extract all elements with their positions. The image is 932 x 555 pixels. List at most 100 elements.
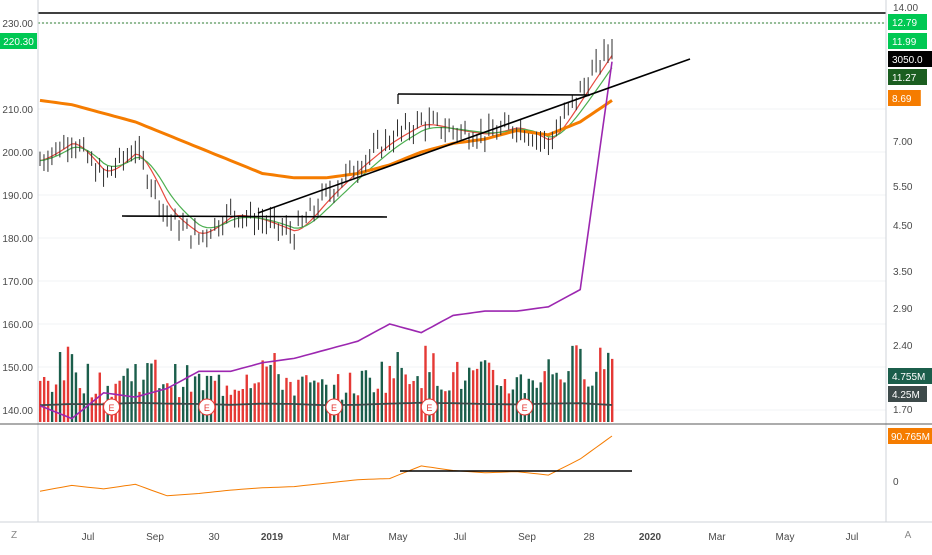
right-value-badge	[888, 51, 932, 67]
volume-bar	[519, 374, 523, 422]
right-axis-label: 5.50	[893, 182, 913, 193]
obv-value-badge-label: 90.765M	[891, 432, 930, 443]
volume-bar	[583, 379, 586, 422]
volume-bar	[468, 367, 471, 422]
volume-bar	[515, 377, 519, 422]
volume-bar	[436, 385, 439, 422]
volume-bar	[265, 366, 268, 422]
earnings-marker-label: E	[109, 403, 115, 413]
volume-bar	[507, 393, 511, 422]
auto-scale-button[interactable]: A	[905, 530, 912, 541]
right-axis-label: 2.40	[893, 341, 913, 352]
right-value-badge	[888, 386, 927, 402]
volume-bar	[209, 375, 213, 422]
volume-bar	[54, 384, 58, 422]
volume-bar	[273, 353, 276, 422]
volume-bar	[364, 370, 368, 422]
time-axis-label: 28	[583, 532, 595, 543]
volume-bar	[503, 379, 507, 422]
volume-bar	[170, 387, 173, 422]
volume-bar	[321, 379, 324, 422]
volume-bar	[297, 379, 300, 422]
right-axis-label: 2.90	[893, 304, 913, 315]
volume-bar	[261, 360, 264, 422]
right-axis-label: 4.50	[893, 221, 913, 232]
volume-bar	[603, 369, 606, 422]
volume-bar	[543, 371, 546, 422]
right-axis-label: 1.70	[893, 405, 913, 416]
earnings-marker[interactable]	[325, 398, 343, 416]
earnings-marker[interactable]	[103, 398, 121, 416]
volume-bar	[356, 395, 360, 422]
volume-bar	[138, 391, 141, 422]
volume-bar	[245, 374, 248, 422]
volume-bar	[404, 374, 407, 422]
volume-bar	[50, 391, 54, 422]
volume-bar	[102, 402, 105, 422]
volume-bar	[563, 382, 566, 422]
right-axis-label: 3.50	[893, 267, 913, 278]
volume-bar	[146, 363, 149, 422]
volume-bar	[62, 380, 66, 422]
right-axis-label: 7.00	[893, 137, 913, 148]
volume-bar	[607, 352, 610, 422]
time-axis-label: Jul	[454, 532, 467, 543]
volume-bar	[428, 372, 431, 422]
current-price-label: 220.30	[3, 37, 34, 48]
volume-bar	[440, 389, 443, 422]
volume-bar	[225, 385, 229, 422]
volume-bar	[166, 383, 169, 422]
volume-bar	[213, 380, 217, 422]
volume-bar	[555, 372, 558, 422]
volume-bar	[487, 362, 491, 422]
time-axis-label: Sep	[146, 532, 164, 543]
volume-bar	[217, 374, 221, 422]
volume-bar	[46, 380, 50, 422]
volume-bar	[317, 382, 320, 422]
volume-bar	[483, 360, 487, 422]
volume-bar	[158, 388, 161, 422]
volume-bar	[193, 376, 197, 422]
volume-bar	[98, 372, 101, 422]
volume-bar	[313, 380, 316, 422]
right-value-badge	[888, 90, 921, 106]
earnings-marker[interactable]	[420, 398, 438, 416]
support-line	[121, 215, 388, 218]
volume-bar	[611, 358, 614, 422]
volume-bar	[456, 361, 459, 422]
volume-bar	[424, 345, 427, 422]
right-value-badge-label: 11.99	[892, 37, 917, 48]
volume-bar	[388, 365, 391, 422]
volume-bar	[464, 380, 467, 422]
volume-bar	[547, 359, 550, 422]
volume-bar	[237, 390, 241, 422]
volume-bar	[82, 393, 86, 422]
volume-bar	[94, 393, 98, 422]
volume-bar	[384, 392, 387, 422]
volume-bar	[380, 361, 384, 422]
time-axis-label: 30	[208, 532, 220, 543]
volume-bar	[118, 380, 121, 422]
time-axis-label: May	[776, 532, 795, 543]
right-value-badge-label: 3050.0	[892, 55, 923, 66]
earnings-marker[interactable]	[516, 398, 534, 416]
lower-zero-label: 0	[893, 477, 899, 488]
volume-bar	[253, 383, 256, 422]
earnings-marker-label: E	[426, 403, 432, 413]
volume-bar	[412, 380, 415, 422]
right-value-badge-label: 12.79	[892, 18, 917, 29]
earnings-marker[interactable]	[198, 398, 216, 416]
volume-bar	[285, 377, 288, 422]
volume-bar	[352, 393, 356, 422]
volume-bar	[39, 380, 42, 422]
volume-bar	[579, 348, 582, 422]
right-value-badge	[888, 14, 927, 30]
earnings-marker-label: E	[204, 403, 210, 413]
volume-bar	[185, 365, 189, 422]
volume-bar	[535, 387, 538, 422]
log-scale-button[interactable]: Z	[11, 530, 17, 541]
volume-bar	[221, 395, 225, 422]
